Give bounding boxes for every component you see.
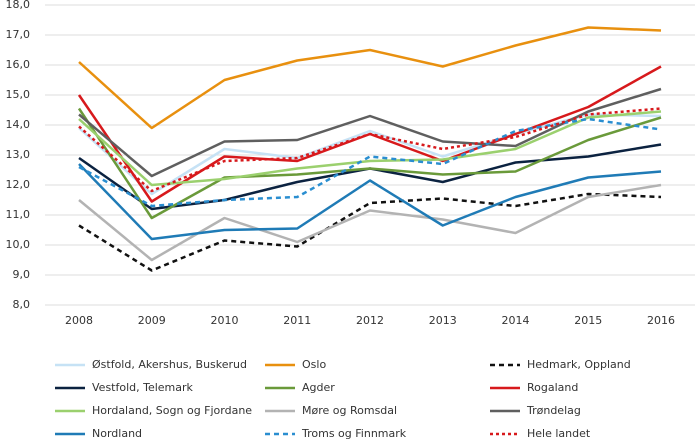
- legend-label: Oslo: [302, 358, 326, 371]
- y-tick-label: 13,0: [6, 148, 31, 161]
- x-tick-label: 2008: [65, 314, 93, 327]
- legend-label: Troms og Finnmark: [301, 427, 407, 440]
- y-tick-label: 14,0: [6, 118, 31, 131]
- x-tick-label: 2010: [211, 314, 239, 327]
- legend-label: Nordland: [92, 427, 142, 440]
- series-line: [78, 107, 662, 193]
- series-line: [78, 143, 662, 211]
- y-tick-label: 15,0: [6, 88, 31, 101]
- legend-label: Hele landet: [527, 427, 591, 440]
- series-line: [78, 183, 662, 262]
- series-line: [77, 107, 662, 220]
- y-tick-label: 12,0: [6, 178, 31, 191]
- series-line: [78, 192, 662, 272]
- y-tick-label: 9,0: [13, 268, 31, 281]
- legend-label: Hordaland, Sogn og Fjordane: [92, 404, 252, 417]
- y-tick-label: 11,0: [6, 208, 31, 221]
- legend-label: Østfold, Akershus, Buskerud: [92, 358, 247, 371]
- series-line: [78, 87, 662, 178]
- x-tick-label: 2015: [574, 314, 602, 327]
- series-line: [78, 26, 662, 130]
- y-tick-label: 10,0: [6, 238, 31, 251]
- x-tick-label: 2009: [138, 314, 166, 327]
- x-tick-label: 2012: [356, 314, 384, 327]
- legend-label: Rogaland: [527, 381, 578, 394]
- series-line: [78, 110, 662, 187]
- y-tick-label: 16,0: [6, 58, 31, 71]
- y-tick-label: 17,0: [6, 28, 31, 41]
- legend-label: Hedmark, Oppland: [527, 358, 631, 371]
- legend-label: Trøndelag: [526, 404, 581, 417]
- legend-label: Møre og Romsdal: [302, 404, 397, 417]
- legend-label: Agder: [302, 381, 335, 394]
- x-tick-label: 2014: [502, 314, 530, 327]
- series-line: [78, 163, 662, 241]
- y-tick-label: 8,0: [13, 298, 31, 311]
- x-tick-label: 2011: [283, 314, 311, 327]
- legend-label: Vestfold, Telemark: [92, 381, 194, 394]
- x-tick-label: 2013: [429, 314, 457, 327]
- x-tick-label: 2016: [647, 314, 675, 327]
- y-tick-label: 18,0: [6, 0, 31, 11]
